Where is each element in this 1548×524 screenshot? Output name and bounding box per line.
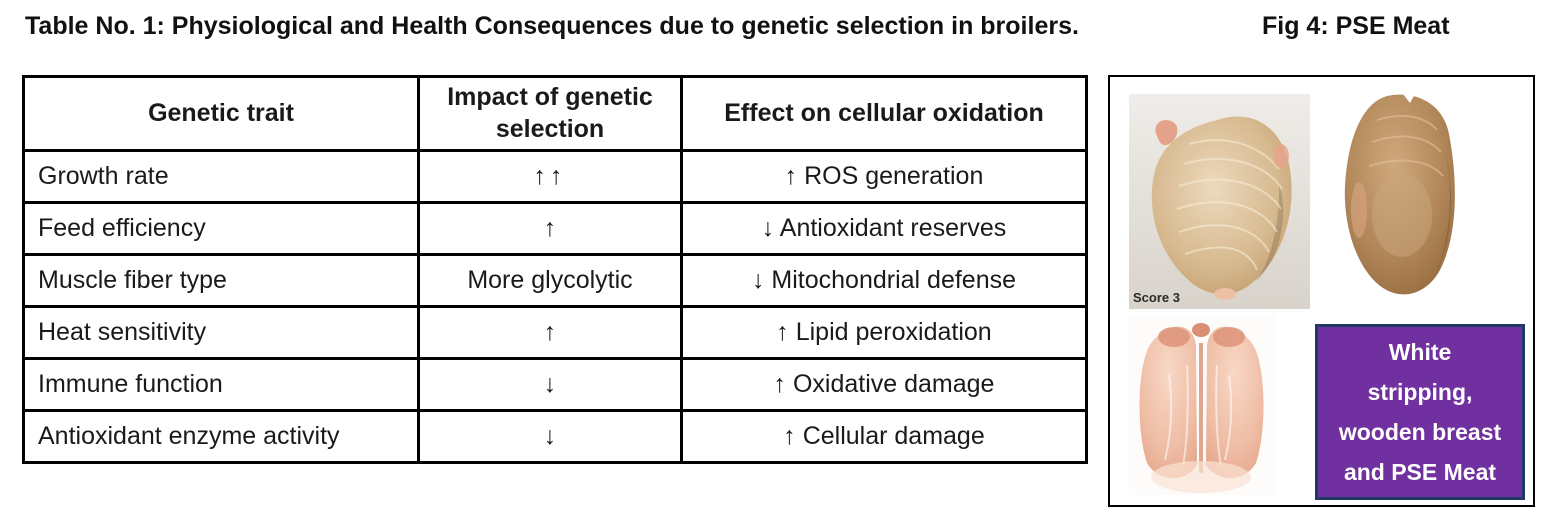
effect-cell: ↓ Mitochondrial defense	[680, 253, 1088, 308]
impact-cell: ↑	[417, 305, 683, 360]
effect-cell: ↑ ROS generation	[680, 149, 1088, 204]
header-effect-on-cellular-oxidation: Effect on cellular oxidation	[680, 75, 1088, 152]
trait-cell: Growth rate	[22, 149, 420, 204]
effect-cell: ↑ Lipid peroxidation	[680, 305, 1088, 360]
white-striping-illustration	[1129, 315, 1275, 495]
effect-cell: ↑ Oxidative damage	[680, 357, 1088, 412]
callout-line: wooden breast	[1338, 419, 1502, 445]
effect-cell: ↓ Antioxidant reserves	[680, 201, 1088, 256]
pse-dark-breast-photo	[1317, 90, 1475, 305]
impact-cell: ↑	[417, 201, 683, 256]
table-row: Antioxidant enzyme activity ↓ ↑ Cellular…	[22, 409, 1088, 464]
trait-cell: Immune function	[22, 357, 420, 412]
table-header-row: Genetic trait Impact of genetic selectio…	[22, 75, 1088, 152]
trait-cell: Antioxidant enzyme activity	[22, 409, 420, 464]
trait-cell: Feed efficiency	[22, 201, 420, 256]
impact-cell: ↑↑	[417, 149, 683, 204]
wooden-breast-illustration	[1129, 94, 1310, 309]
wooden-breast-score3-photo: Score 3	[1129, 94, 1310, 309]
pse-meat-figure-panel: Score 3	[1108, 75, 1535, 507]
page-title: Table No. 1: Physiological and Health Co…	[25, 12, 1079, 40]
callout-line: White	[1388, 339, 1452, 365]
header-genetic-trait: Genetic trait	[22, 75, 420, 152]
callout-box: White stripping, wooden breast and PSE M…	[1315, 324, 1525, 500]
white-striping-fillets-photo	[1129, 315, 1275, 495]
pse-breast-illustration	[1317, 90, 1475, 305]
impact-cell: ↓	[417, 409, 683, 464]
callout-line: stripping,	[1367, 379, 1473, 405]
table-row: Growth rate ↑↑ ↑ ROS generation	[22, 149, 1088, 204]
trait-cell: Heat sensitivity	[22, 305, 420, 360]
genetic-traits-table: Genetic trait Impact of genetic selectio…	[22, 75, 1088, 464]
impact-cell: ↓	[417, 357, 683, 412]
table-row: Immune function ↓ ↑ Oxidative damage	[22, 357, 1088, 412]
effect-cell: ↑ Cellular damage	[680, 409, 1088, 464]
callout-line: and PSE Meat	[1343, 459, 1497, 485]
trait-cell: Muscle fiber type	[22, 253, 420, 308]
impact-cell: More glycolytic	[417, 253, 683, 308]
score-label: Score 3	[1133, 290, 1180, 305]
table-row: Feed efficiency ↑ ↓ Antioxidant reserves	[22, 201, 1088, 256]
header-impact-of-genetic-selection: Impact of genetic selection	[417, 75, 683, 152]
figure-title: Fig 4: PSE Meat	[1262, 12, 1450, 40]
table-row: Muscle fiber type More glycolytic ↓ Mito…	[22, 253, 1088, 308]
table-row: Heat sensitivity ↑ ↑ Lipid peroxidation	[22, 305, 1088, 360]
